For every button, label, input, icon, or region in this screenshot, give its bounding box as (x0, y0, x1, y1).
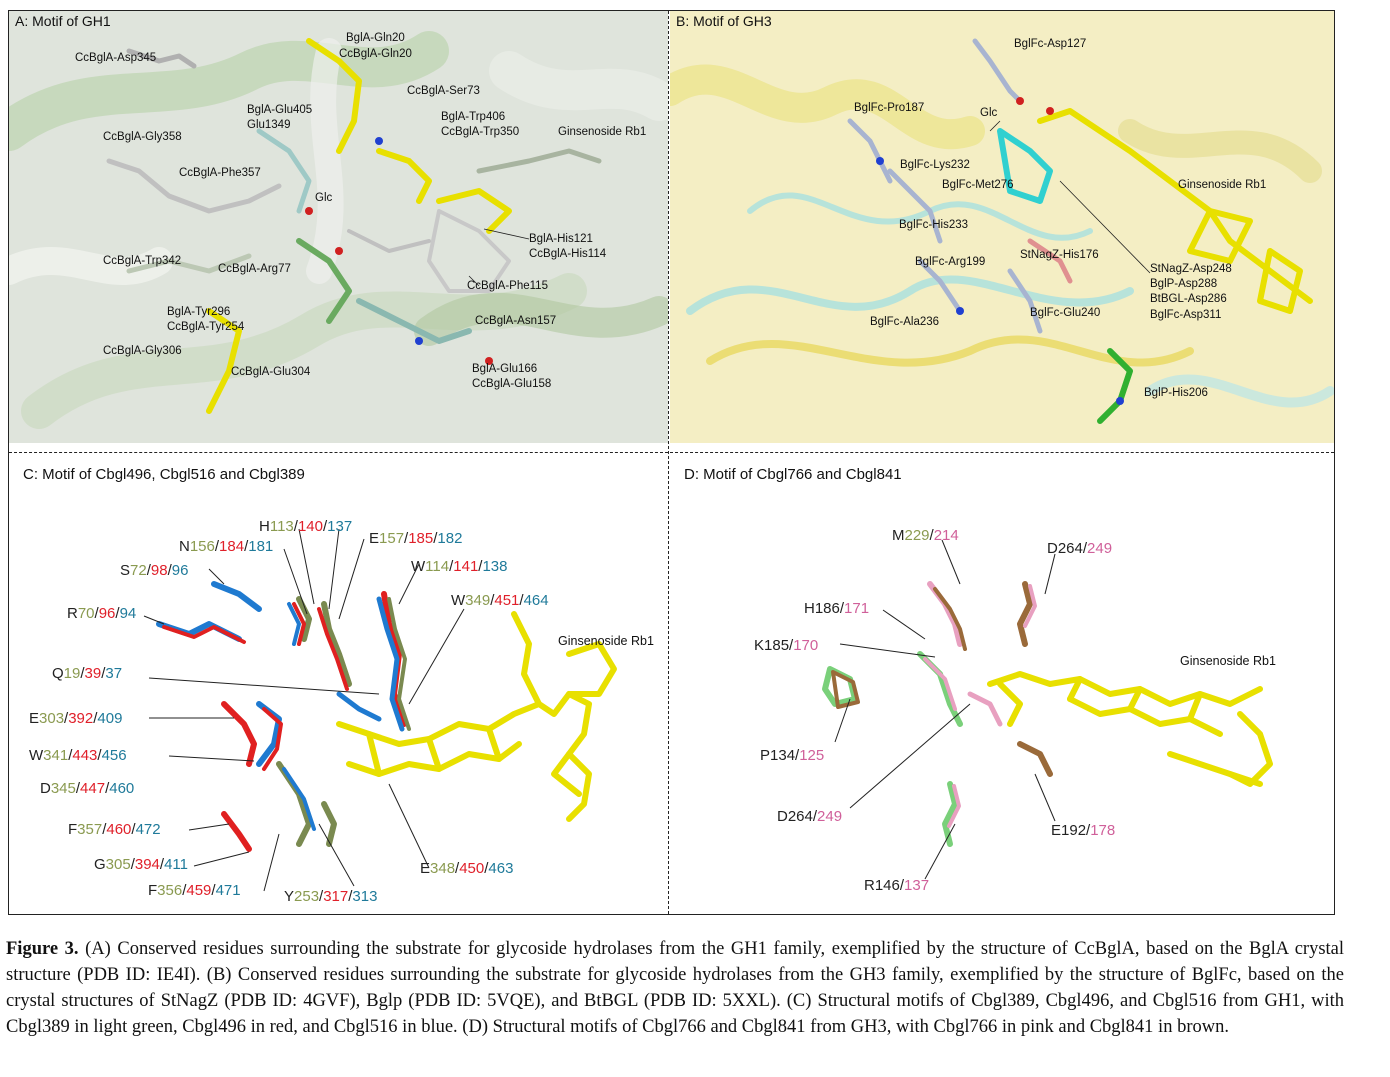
caption-label: Figure 3. (6, 939, 79, 959)
label: BglFc-Lys232 (900, 159, 970, 171)
label: CcBglA-Phe357 (179, 167, 261, 179)
residue-label: N156/184/181 (179, 538, 274, 555)
label: CcBglA-Glu304 (231, 366, 311, 378)
ligand-label: Ginsenoside Rb1 (558, 634, 654, 648)
label: CcBglA-Ser73 (407, 85, 480, 97)
ligand-label: Ginsenoside Rb1 (1180, 654, 1276, 668)
label: CcBglA-Gly306 (103, 345, 182, 357)
residue-label: E192/178 (1051, 822, 1116, 839)
label: CcBglA-Asp345 (75, 52, 157, 64)
label: CcBglA-Trp342 (103, 255, 182, 267)
panel-c-structure (143, 528, 617, 892)
label: StNagZ-His176 (1020, 249, 1099, 261)
residue-label: D264/249 (777, 808, 843, 825)
figure-3: A: Motif of GH1 CcBglA-Asp345 BglA-Gln20… (8, 10, 1335, 915)
panel-b: B: Motif of GH3 BglFc-Asp127 BglFc-Pro18… (670, 11, 1334, 443)
panel-a: A: Motif of GH1 CcBglA-Asp345 BglA-Gln20… (9, 11, 668, 443)
figure-caption: Figure 3. (A) Conserved residues surroun… (6, 936, 1344, 1040)
panel-c: C: Motif of Cbgl496, Cbgl516 and Cbgl389… (9, 454, 668, 914)
label: BglFc-Pro187 (854, 102, 925, 114)
residue-label: D345/447/460 (40, 780, 135, 797)
label: Ginsenoside Rb1 (558, 126, 647, 138)
label: BglA-His121 (529, 233, 593, 245)
residue-label: W341/443/456 (29, 747, 127, 764)
label: BglA-Gln20 (346, 32, 405, 44)
horizontal-divider (9, 452, 1334, 453)
label: StNagZ-Asp248 (1150, 263, 1232, 275)
label: BglP-Asp288 (1150, 278, 1218, 290)
label: BglFc-Asp127 (1014, 38, 1087, 50)
residue-label: E303/392/409 (29, 710, 123, 727)
label: BglFc-Ala236 (870, 316, 940, 328)
residue-label: F357/460/472 (68, 821, 161, 838)
panel-b-title: B: Motif of GH3 (676, 13, 772, 29)
label: BglA-Glu405 (247, 104, 313, 116)
caption-text: (A) Conserved residues surrounding the s… (6, 939, 1345, 1037)
label: BglFc-Asp311 (1150, 309, 1222, 321)
label: CcBglA-Tyr254 (167, 321, 245, 333)
residue-label: S72/98/96 (120, 562, 189, 579)
residue-label: K185/170 (754, 637, 819, 654)
label: CcBglA-Gly358 (103, 131, 182, 143)
label: Glc (315, 192, 333, 204)
residue-label: G305/394/411 (94, 856, 188, 873)
panel-c-title: C: Motif of Cbgl496, Cbgl516 and Cbgl389 (23, 466, 305, 483)
residue-label: F356/459/471 (148, 882, 241, 899)
label: Glc (980, 107, 998, 119)
residue-label: E348/450/463 (420, 860, 514, 877)
label: BglFc-His233 (899, 219, 969, 231)
label: BglA-Glu166 (472, 363, 538, 375)
residue-label: H186/171 (804, 600, 870, 617)
residue-label: R70/96/94 (67, 605, 137, 622)
residue-label: M229/214 (892, 527, 959, 544)
residue-label: W114/141/138 (411, 558, 508, 575)
residue-label: W349/451/464 (451, 592, 549, 609)
label: BglFc-Glu240 (1030, 307, 1101, 319)
panel-a-structure (9, 31, 668, 429)
residue-label: P134/125 (760, 747, 825, 764)
residue-label: Q19/39/37 (52, 665, 123, 682)
label: BglP-His206 (1144, 387, 1208, 399)
label: CcBglA-Asn157 (475, 315, 557, 327)
vertical-divider (668, 11, 669, 914)
label: BglA-Trp406 (441, 111, 506, 123)
residue-label: R146/137 (864, 877, 930, 894)
residue-label: E157/185/182 (369, 530, 463, 547)
panel-d-title: D: Motif of Cbgl766 and Cbgl841 (684, 466, 902, 483)
label: CcBglA-His114 (529, 248, 607, 260)
label: BglA-Tyr296 (167, 306, 231, 318)
label: CcBglA-Gln20 (339, 48, 412, 60)
residue-label: D264/249 (1047, 540, 1113, 557)
label: Glu1349 (247, 119, 291, 131)
panel-a-title: A: Motif of GH1 (15, 13, 111, 29)
label: CcBglA-Trp350 (441, 126, 520, 138)
panel-d-structure (822, 539, 1273, 880)
residue-label: H113/140/137 (259, 518, 353, 535)
label: CcBglA-Phe115 (467, 280, 548, 292)
residue-label: Y253/317/313 (284, 888, 378, 905)
label: CcBglA-Arg77 (218, 263, 291, 275)
panel-b-structure (670, 38, 1334, 424)
label: CcBglA-Glu158 (472, 378, 552, 390)
label: Ginsenoside Rb1 (1178, 179, 1267, 191)
label: BtBGL-Asp286 (1150, 293, 1227, 305)
panel-d: D: Motif of Cbgl766 and Cbgl841 Ginsenos… (670, 454, 1334, 914)
label: BglFc-Met276 (942, 179, 1014, 191)
label: BglFc-Arg199 (915, 256, 986, 268)
